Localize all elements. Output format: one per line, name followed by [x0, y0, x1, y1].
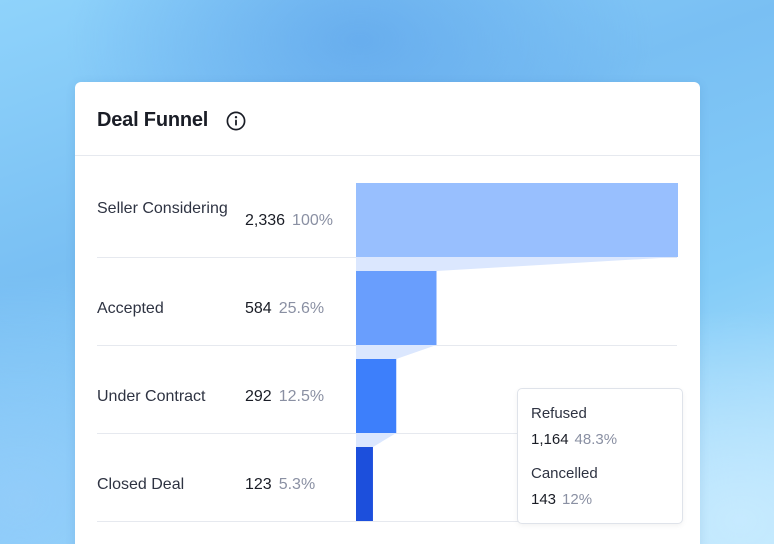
- deal-funnel-card: Deal Funnel Seller Considering 2,336 100%…: [75, 82, 700, 544]
- funnel-row-label-closed-deal: Closed Deal: [97, 476, 185, 493]
- funnel-row-pct-seller-considering: 100%: [292, 212, 333, 229]
- card-header: Deal Funnel: [75, 82, 700, 156]
- funnel-row-label-accepted: Accepted: [97, 300, 164, 317]
- funnel-row-count-accepted: 584 25.6%: [245, 300, 325, 317]
- tooltip-cancelled-label: Cancelled: [531, 465, 598, 482]
- funnel-bar-closed-deal[interactable]: [356, 447, 373, 521]
- info-icon[interactable]: [226, 111, 246, 131]
- funnel-bar-under-contract[interactable]: [356, 359, 397, 433]
- funnel-row-label-seller-considering: Seller Considering: [97, 200, 228, 217]
- funnel-bar-seller-considering[interactable]: [356, 183, 678, 257]
- card-title: Deal Funnel: [97, 109, 209, 131]
- funnel-connector-seller-considering: [356, 257, 678, 271]
- funnel-row-count-closed-deal: 123 5.3%: [245, 476, 316, 493]
- funnel-tooltip: Refused 1,164 48.3% Cancelled 143 12%: [517, 388, 683, 524]
- funnel-row-count-seller-considering: 2,336 100%: [245, 212, 333, 229]
- funnel-row-label-under-contract: Under Contract: [97, 388, 206, 405]
- row-divider: [97, 521, 677, 522]
- funnel-row-count-under-contract: 292 12.5%: [245, 388, 325, 405]
- tooltip-cancelled-value: 143 12%: [531, 491, 593, 508]
- tooltip-cancelled-pct: 12%: [562, 491, 593, 508]
- funnel-bar-accepted[interactable]: [356, 271, 437, 345]
- tooltip-refused-label: Refused: [531, 405, 587, 422]
- funnel-connector-accepted: [356, 345, 437, 359]
- funnel-chart: [356, 183, 678, 521]
- funnel-connector-under-contract: [356, 433, 397, 447]
- tooltip-refused-pct: 48.3%: [574, 431, 618, 448]
- funnel-row-pct-accepted: 25.6%: [278, 300, 325, 317]
- funnel-row-pct-under-contract: 12.5%: [278, 388, 325, 405]
- funnel-row-pct-closed-deal: 5.3%: [278, 476, 316, 493]
- tooltip-refused-value: 1,164 48.3%: [531, 431, 618, 448]
